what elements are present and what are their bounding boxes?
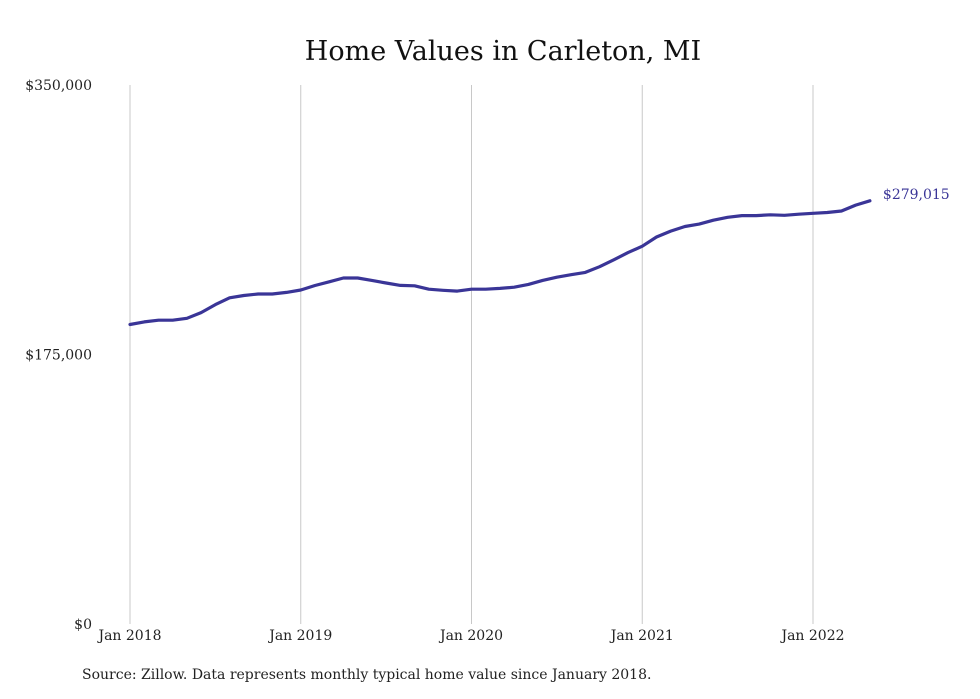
x-tick-label: Jan 2018 [96,628,161,644]
chart-title: Home Values in Carleton, MI [305,36,701,67]
series-group: $279,015 [128,187,950,327]
y-tick-label: $0 [74,617,92,633]
y-axis-ticks: $0 $175,000 $350,000 [25,78,92,633]
x-tick-label: Jan 2019 [267,628,332,644]
y-tick-label: $175,000 [25,348,92,364]
y-tick-label: $350,000 [25,78,92,94]
x-axis-ticks: Jan 2018 Jan 2019 Jan 2020 Jan 2021 Jan 2022 [96,628,844,644]
series-line-0 [128,199,872,327]
source-note: Source: Zillow. Data represents monthly … [82,667,652,683]
grid-lines [129,85,814,624]
x-tick-label: Jan 2022 [779,628,844,644]
x-tick-label: Jan 2021 [609,628,674,644]
x-tick-label: Jan 2020 [438,628,503,644]
series-end-label: $279,015 [883,187,950,203]
